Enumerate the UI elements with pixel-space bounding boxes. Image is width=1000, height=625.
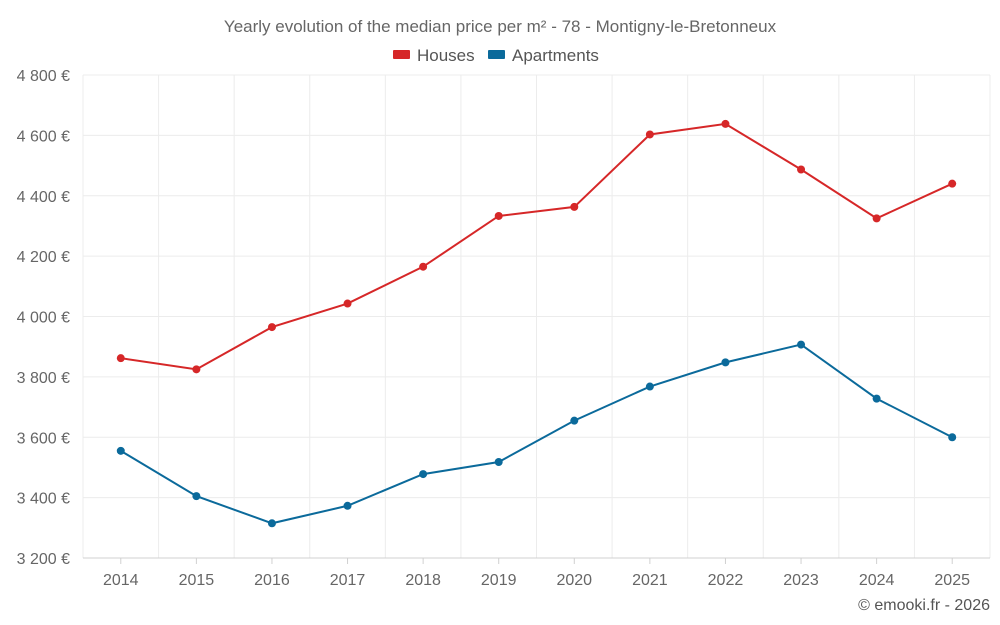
y-tick-label: 3 600 € <box>17 430 70 447</box>
data-point-apartments <box>419 470 428 479</box>
data-point-apartments <box>797 340 806 349</box>
data-point-apartments <box>343 501 352 510</box>
y-axis: 3 200 € 3 400 € 3 600 € 3 800 € 4 000 € 4 200… <box>17 68 70 568</box>
data-point-apartments <box>116 446 125 455</box>
data-point-apartments <box>721 358 730 367</box>
y-tick-label: 4 400 € <box>17 189 70 206</box>
data-point-apartments <box>872 394 881 403</box>
legend-label-apartments[interactable]: Apartments <box>512 46 599 65</box>
data-point-apartments <box>948 433 957 442</box>
x-tick-label: 2023 <box>783 572 819 589</box>
x-tick-label: 2022 <box>708 572 744 589</box>
data-point-houses <box>797 165 806 174</box>
grid <box>82 74 991 559</box>
x-tick-label: 2024 <box>859 572 895 589</box>
data-point-houses <box>343 299 352 308</box>
data-point-houses <box>872 214 881 223</box>
x-tick-label: 2015 <box>179 572 215 589</box>
legend-label-houses[interactable]: Houses <box>417 46 475 65</box>
data-point-houses <box>419 262 428 271</box>
data-point-houses <box>116 354 125 363</box>
y-tick-label: 4 800 € <box>17 68 70 85</box>
y-tick-label: 4 600 € <box>17 128 70 145</box>
data-point-houses <box>721 119 730 128</box>
legend-swatch-apartments <box>488 50 505 59</box>
y-tick-label: 3 400 € <box>17 491 70 508</box>
data-point-houses <box>267 323 276 332</box>
data-point-apartments <box>645 382 654 391</box>
data-point-apartments <box>267 519 276 528</box>
data-point-houses <box>645 130 654 139</box>
legend: Houses Apartments <box>393 46 599 65</box>
x-axis: 2014 2015 2016 2017 2018 2019 2020 2021 2022 2023… <box>103 558 970 589</box>
data-point-houses <box>494 211 503 220</box>
series-group <box>116 119 957 528</box>
y-tick-label: 4 200 € <box>17 249 70 266</box>
x-tick-label: 2018 <box>405 572 441 589</box>
data-point-apartments <box>570 416 579 425</box>
y-tick-label: 3 200 € <box>17 551 70 568</box>
x-tick-label: 2020 <box>556 572 592 589</box>
x-tick-label: 2016 <box>254 572 290 589</box>
x-tick-label: 2014 <box>103 572 139 589</box>
series-line-houses <box>120 122 953 371</box>
series-line-apartments <box>120 343 953 525</box>
x-tick-label: 2017 <box>330 572 366 589</box>
legend-swatch-houses <box>393 50 410 59</box>
credit-text: © emooki.fr - 2026 <box>858 597 990 614</box>
x-tick-label: 2019 <box>481 572 517 589</box>
data-point-houses <box>948 179 957 188</box>
y-tick-label: 3 800 € <box>17 370 70 387</box>
x-tick-label: 2025 <box>934 572 970 589</box>
data-point-houses <box>192 365 201 374</box>
x-tick-label: 2021 <box>632 572 668 589</box>
data-point-houses <box>570 202 579 211</box>
data-point-apartments <box>192 492 201 501</box>
data-point-apartments <box>494 458 503 467</box>
y-tick-label: 4 000 € <box>17 310 70 327</box>
chart-title: Yearly evolution of the median price per… <box>224 17 777 36</box>
